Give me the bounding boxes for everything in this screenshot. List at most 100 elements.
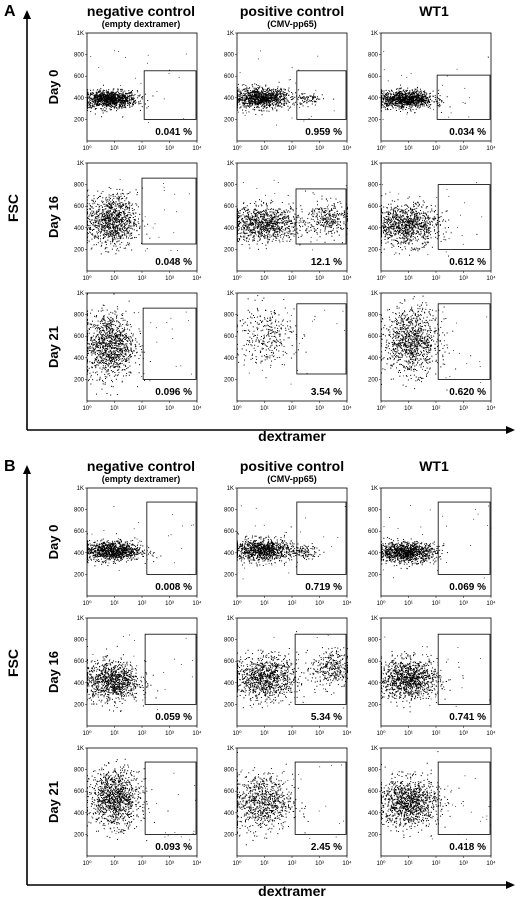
event-dot [400, 103, 402, 105]
event-dot [130, 95, 132, 97]
event-dot [123, 204, 125, 206]
event-dot [94, 224, 96, 226]
event-dot [126, 96, 128, 98]
event-dot [119, 96, 121, 98]
event-dot [163, 183, 164, 184]
event-dot [91, 99, 93, 101]
event-dot [266, 98, 268, 100]
event-dot [385, 98, 387, 100]
event-dot [110, 101, 112, 103]
event-dot [115, 205, 117, 207]
event-dot [146, 107, 148, 109]
event-dot [102, 191, 104, 193]
event-dot [441, 100, 443, 101]
event-dot [97, 91, 99, 93]
event-dot [249, 104, 251, 106]
event-dot [438, 89, 440, 91]
event-dot [381, 98, 382, 100]
event-dot [237, 225, 238, 227]
event-dot [268, 87, 270, 89]
event-dot [105, 101, 107, 103]
event-dot [464, 102, 466, 104]
event-dot [248, 94, 250, 96]
event-dot [107, 220, 109, 222]
event-dot [247, 91, 249, 93]
event-dot [422, 97, 424, 99]
event-dot [120, 195, 122, 197]
event-dot [286, 211, 288, 213]
event-dot [265, 101, 267, 103]
event-dot [123, 247, 125, 249]
event-dot [261, 90, 263, 92]
event-dot [261, 99, 263, 101]
y-tick-label: 1K [77, 161, 84, 167]
event-dot [288, 220, 290, 222]
event-dot [277, 93, 279, 95]
event-dot [107, 218, 109, 220]
event-dot [106, 96, 108, 98]
event-dot [114, 102, 116, 104]
event-dot [111, 220, 113, 222]
event-dot [405, 96, 407, 98]
event-dot [125, 198, 127, 200]
gate-percent: 0.959 % [305, 127, 342, 138]
event-dot [272, 103, 274, 105]
event-dot [119, 220, 121, 222]
event-dot [120, 230, 122, 232]
event-dot [107, 96, 109, 98]
event-dot [119, 227, 121, 229]
event-dot [115, 213, 117, 215]
event-dot [386, 103, 388, 105]
event-dot [246, 90, 248, 92]
event-dot [127, 242, 129, 244]
event-dot [282, 99, 284, 101]
event-dot [258, 99, 260, 101]
event-dot [265, 96, 267, 98]
event-dot [122, 189, 124, 191]
event-dot [411, 102, 413, 104]
event-dot [112, 105, 114, 107]
event-dot [107, 200, 109, 202]
event-dot [243, 95, 245, 97]
event-dot [256, 106, 258, 108]
event-dot [132, 212, 134, 214]
event-dot [238, 88, 240, 90]
event-dot [275, 98, 277, 100]
event-dot [122, 237, 124, 239]
event-dot [89, 212, 91, 214]
event-dot [105, 198, 107, 200]
event-dot [256, 219, 258, 221]
y-tick-label: 1K [77, 31, 84, 37]
event-dot [237, 99, 238, 101]
event-dot [273, 96, 275, 98]
event-dot [425, 92, 427, 94]
event-dot [90, 89, 92, 91]
event-dot [419, 97, 421, 99]
event-dot [237, 95, 239, 97]
event-dot [252, 104, 254, 106]
event-dot [113, 211, 115, 213]
event-dot [385, 92, 387, 94]
event-dot [406, 113, 408, 115]
event-dot [406, 104, 408, 106]
event-dot [273, 100, 275, 102]
event-dot [281, 90, 283, 92]
event-dot [113, 92, 115, 94]
event-dot [281, 99, 283, 100]
event-dot [104, 103, 106, 105]
event-dot [112, 97, 114, 99]
event-dot [255, 100, 257, 102]
event-dot [89, 97, 91, 99]
event-dot [101, 216, 103, 218]
event-dot [412, 93, 414, 95]
event-dot [292, 97, 294, 99]
event-dot [253, 94, 255, 96]
event-dot [395, 94, 397, 96]
event-dot [417, 93, 419, 95]
event-dot [245, 206, 247, 208]
event-dot [98, 229, 100, 231]
event-dot [282, 103, 284, 105]
event-dot [111, 93, 113, 95]
event-dot [266, 97, 268, 99]
event-dot [416, 90, 418, 92]
